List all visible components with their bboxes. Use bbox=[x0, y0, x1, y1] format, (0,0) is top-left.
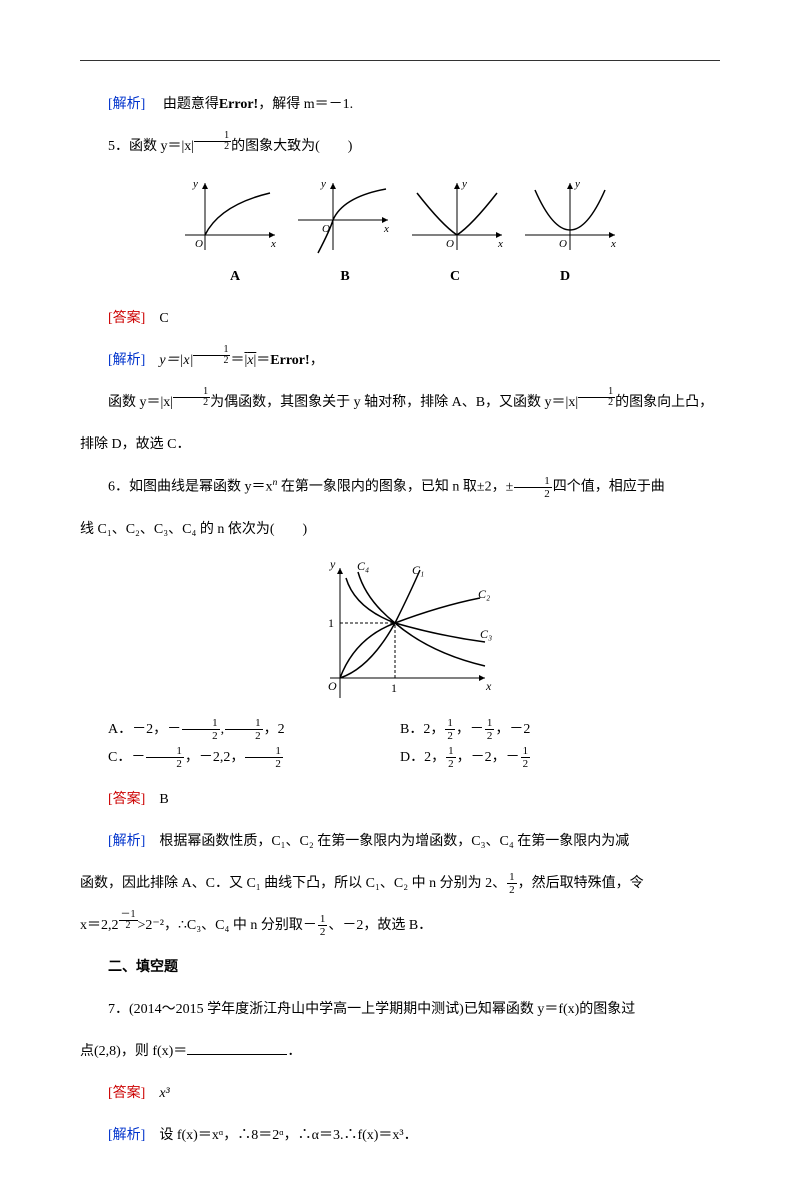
svg-text:y: y bbox=[329, 558, 336, 571]
q5-stem: 5．函数 y＝|x|12的图象大致为( ) bbox=[80, 133, 720, 161]
top-rule bbox=[80, 60, 720, 61]
q6-choices-row1: A．－2，－12,12，2 B．2，12，－12，－2 bbox=[80, 716, 720, 744]
q6-answer: [答案] B bbox=[80, 786, 720, 814]
q5-jiexi-1: [解析] y＝|x|12＝|x|＝Error!， bbox=[80, 347, 720, 375]
q7-jiexi: [解析] 设 f(x)＝xᵅ，∴8＝2ᵅ，∴α＝3.∴f(x)＝x³． bbox=[80, 1122, 720, 1150]
q7-stem-2: 点(2,8)，则 f(x)＝． bbox=[80, 1038, 720, 1066]
svg-text:x: x bbox=[270, 238, 276, 250]
q7-stem-1: 7．(2014～2015 学年度浙江舟山中学高一上学期期中测试)已知幂函数 y＝… bbox=[80, 996, 720, 1024]
q7-answer: [答案] x³ bbox=[80, 1080, 720, 1108]
exponent-fraction: 12 bbox=[194, 131, 231, 152]
graph-c: x y O bbox=[402, 175, 512, 255]
q6-jiexi-2: 函数，因此排除 A、C．又 C₁ 曲线下凸，所以 C₁、C₂ 中 n 分别为 2… bbox=[80, 870, 720, 898]
svg-text:O: O bbox=[446, 238, 454, 250]
q6-opt-a: A．－2，－12,12，2 bbox=[80, 716, 400, 744]
jiexi-label: [解析] bbox=[108, 97, 145, 112]
svg-text:y: y bbox=[192, 178, 198, 190]
svg-text:C₄: C₄ bbox=[357, 559, 369, 573]
q6-stem-1: 6．如图曲线是幂函数 y＝xn 在第一象限内的图象，已知 n 取±2，±12四个… bbox=[80, 473, 720, 502]
q6-jiexi-1: [解析] 根据幂函数性质，C₁、C₂ 在第一象限内为增函数，C₃、C₄ 在第一象… bbox=[80, 828, 720, 856]
section-2-heading: 二、填空题 bbox=[80, 954, 720, 982]
svg-text:x: x bbox=[383, 223, 389, 235]
svg-text:1: 1 bbox=[328, 616, 334, 630]
q6-opt-c: C．－12，－2,2，12 bbox=[80, 744, 400, 772]
svg-text:C₃: C₃ bbox=[480, 627, 492, 641]
q5-answer: [答案] C bbox=[80, 305, 720, 333]
svg-text:O: O bbox=[195, 238, 203, 250]
svg-text:C₂: C₂ bbox=[478, 587, 490, 601]
q5-graph-labels: ABCD bbox=[80, 263, 720, 291]
q6-jiexi-3: x＝2,2－12>2⁻²，∴C₃、C₄ 中 n 分别取－12、－2，故选 B． bbox=[80, 912, 720, 940]
svg-text:x: x bbox=[610, 238, 616, 250]
q6-stem-2: 线 C₁、C₂、C₃、C₄ 的 n 依次为( ) bbox=[80, 516, 720, 544]
q5-jiexi-3: 排除 D，故选 C． bbox=[80, 431, 720, 459]
q6-opt-b: B．2，12，－12，－2 bbox=[400, 716, 720, 744]
graph-b: x y O bbox=[288, 175, 398, 255]
svg-text:x: x bbox=[497, 238, 503, 250]
svg-text:O: O bbox=[322, 223, 330, 235]
svg-text:y: y bbox=[461, 178, 467, 190]
svg-text:C₁: C₁ bbox=[412, 563, 424, 577]
graph-d: x y O bbox=[515, 175, 625, 255]
q6-choices-row2: C．－12，－2,2，12 D．2，12，－2，－12 bbox=[80, 744, 720, 772]
blank-input[interactable] bbox=[187, 1040, 287, 1055]
svg-text:y: y bbox=[320, 178, 326, 190]
svg-text:x: x bbox=[485, 679, 492, 693]
q6-opt-d: D．2，12，－2，－12 bbox=[400, 744, 720, 772]
svg-text:O: O bbox=[328, 679, 337, 693]
page-container: [解析] 由题意得Error!，解得 m＝－1. 5．函数 y＝|x|12的图象… bbox=[0, 0, 800, 1204]
q6-diagram: y x O 1 1 C₁ C₂ C₃ C₄ bbox=[80, 558, 720, 708]
graph-a: x y O bbox=[175, 175, 285, 255]
q5-jiexi-2: 函数 y＝|x|12为偶函数，其图象关于 y 轴对称，排除 A、B，又函数 y＝… bbox=[80, 389, 720, 417]
q5-graph-row: x y O x y O x y O x y bbox=[80, 175, 720, 255]
svg-text:O: O bbox=[559, 238, 567, 250]
svg-text:y: y bbox=[574, 178, 580, 190]
svg-text:1: 1 bbox=[391, 681, 397, 695]
q4-jiexi: [解析] 由题意得Error!，解得 m＝－1. bbox=[80, 91, 720, 119]
